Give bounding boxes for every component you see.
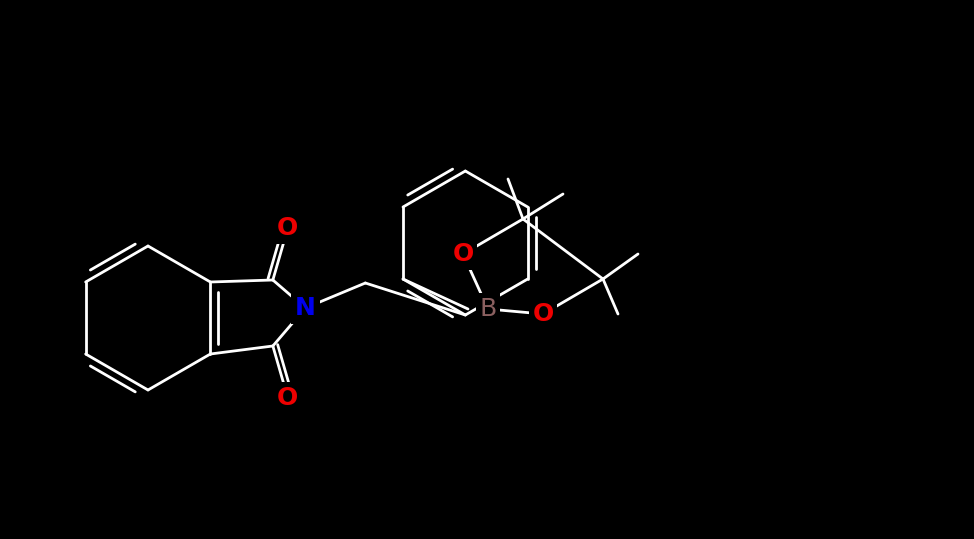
Text: O: O (533, 302, 553, 326)
Text: B: B (479, 297, 497, 321)
Text: N: N (295, 296, 316, 320)
Text: O: O (278, 216, 298, 240)
Text: O: O (278, 386, 298, 410)
Text: O: O (452, 242, 473, 266)
